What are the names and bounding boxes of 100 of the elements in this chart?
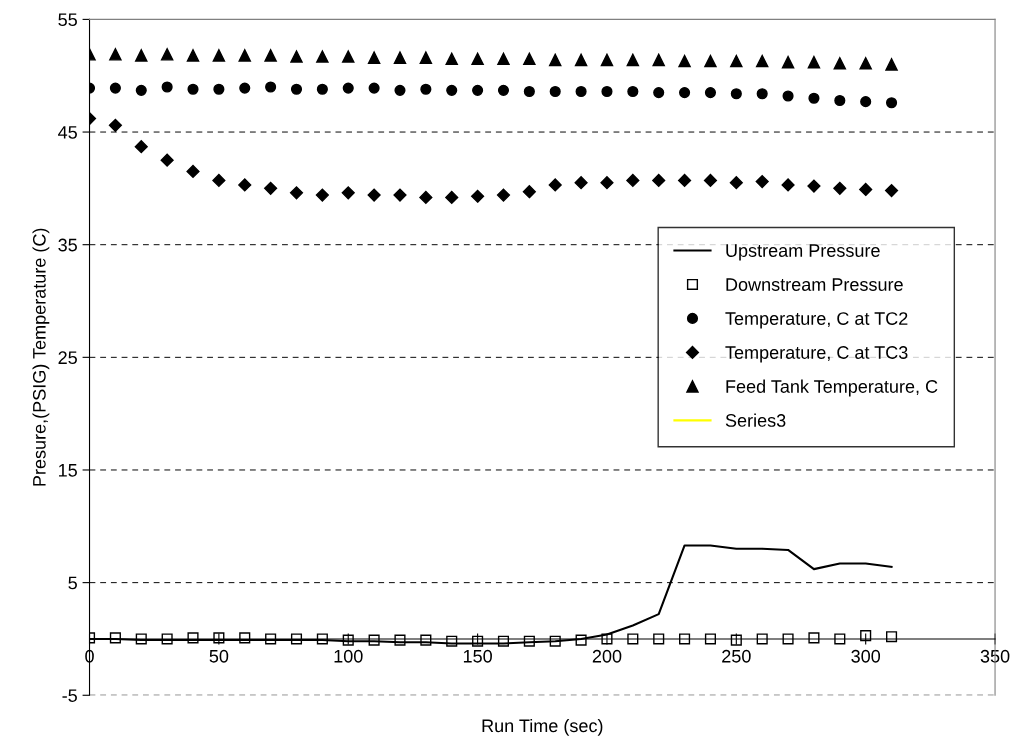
point xyxy=(704,54,717,68)
point xyxy=(471,52,484,66)
x-tick-label: 50 xyxy=(209,649,229,663)
legend-label: Feed Tank Temperature, C xyxy=(726,379,938,397)
point xyxy=(653,87,665,99)
point xyxy=(807,179,821,193)
point xyxy=(239,632,251,644)
point xyxy=(445,52,458,66)
point xyxy=(239,82,251,94)
point xyxy=(781,55,795,69)
point xyxy=(393,51,407,64)
point xyxy=(135,49,148,62)
point xyxy=(834,94,846,107)
point xyxy=(161,81,173,93)
point xyxy=(264,49,277,62)
point xyxy=(522,185,536,199)
point xyxy=(601,633,613,645)
point xyxy=(446,635,458,647)
point xyxy=(808,92,820,104)
point xyxy=(678,54,691,68)
point xyxy=(213,83,225,95)
point xyxy=(575,634,587,646)
point xyxy=(834,633,846,645)
point xyxy=(885,631,898,643)
y-tick-label: -5 xyxy=(62,689,77,702)
point xyxy=(419,51,433,64)
point xyxy=(859,57,872,70)
point xyxy=(679,633,691,645)
point xyxy=(575,85,587,98)
point xyxy=(679,87,691,99)
point xyxy=(341,186,355,200)
point xyxy=(213,632,225,644)
point xyxy=(186,164,200,179)
point xyxy=(574,176,588,190)
point xyxy=(290,50,303,63)
point xyxy=(781,178,795,192)
point xyxy=(549,635,561,647)
x-tick-label: 250 xyxy=(722,649,751,663)
point xyxy=(420,83,432,95)
point xyxy=(523,85,535,98)
point xyxy=(160,153,174,167)
point xyxy=(419,190,433,204)
point xyxy=(472,84,484,96)
legend-label: Temperature, C at TC3 xyxy=(725,346,908,363)
point xyxy=(134,140,148,154)
point xyxy=(704,87,717,99)
point xyxy=(471,189,485,203)
point xyxy=(161,633,173,645)
point xyxy=(160,48,174,61)
x-tick-label: 350 xyxy=(980,649,1010,663)
point xyxy=(808,632,820,644)
point xyxy=(238,178,252,192)
point xyxy=(289,186,304,200)
point xyxy=(265,81,277,93)
point xyxy=(108,118,122,132)
x-tick-label: 300 xyxy=(851,649,881,663)
y-tick-label: 5 xyxy=(68,576,77,590)
point xyxy=(627,85,639,98)
point xyxy=(730,54,743,68)
point xyxy=(730,88,742,100)
point xyxy=(342,634,354,646)
point xyxy=(548,178,562,192)
point xyxy=(807,55,821,69)
point xyxy=(782,633,794,645)
point xyxy=(135,633,147,645)
point xyxy=(186,49,200,62)
point xyxy=(756,88,768,100)
point xyxy=(368,634,380,646)
point xyxy=(497,52,510,66)
legend-label: Downstream Pressure xyxy=(726,278,903,291)
y-tick-label: 35 xyxy=(58,238,77,252)
point xyxy=(109,48,122,61)
point xyxy=(497,635,510,647)
point xyxy=(627,633,639,645)
point xyxy=(316,50,329,63)
point xyxy=(523,52,536,66)
point xyxy=(109,632,121,644)
point xyxy=(600,176,614,190)
point xyxy=(653,633,665,645)
point xyxy=(652,173,666,188)
point xyxy=(497,84,510,96)
y-axis-title: Presure,(PSIG) Temperature (C) xyxy=(32,228,50,486)
point xyxy=(265,633,277,645)
point xyxy=(729,176,743,190)
point xyxy=(860,630,872,642)
y-tick-label: 25 xyxy=(58,351,77,365)
point xyxy=(782,90,794,102)
point xyxy=(290,83,303,95)
point xyxy=(367,51,381,64)
x-tick-label: 100 xyxy=(334,649,363,663)
point xyxy=(859,182,873,197)
point xyxy=(264,181,278,195)
point xyxy=(187,83,199,95)
point xyxy=(393,188,407,202)
point xyxy=(212,173,226,188)
point xyxy=(600,53,614,67)
point xyxy=(315,188,329,202)
point xyxy=(342,82,354,94)
point xyxy=(730,634,742,646)
point xyxy=(884,184,899,198)
